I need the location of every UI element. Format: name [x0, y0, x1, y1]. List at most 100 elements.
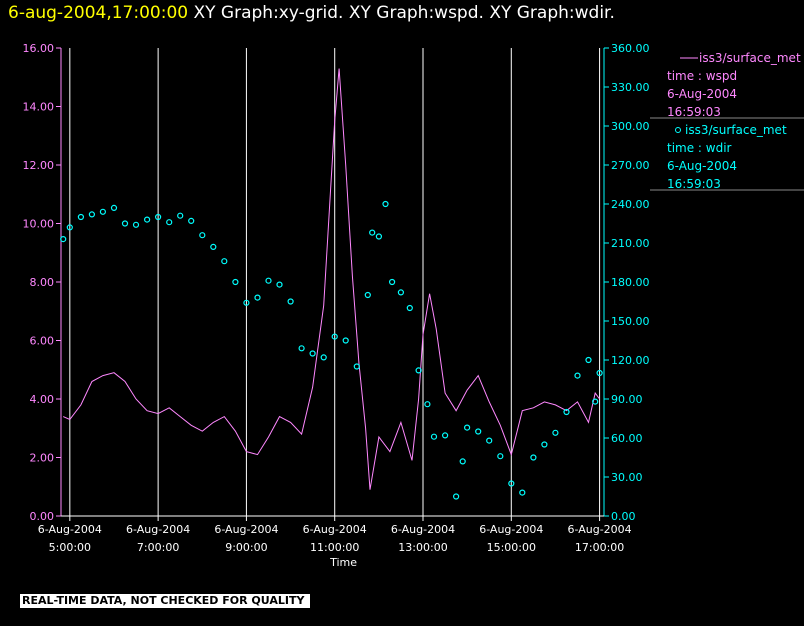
wdir-point-11 — [177, 212, 184, 219]
left-y-tick-label-2: 4.00 — [30, 393, 55, 406]
right-y-tick-label-11: 330.00 — [611, 81, 650, 94]
legend-0-name: iss3/surface_met — [699, 51, 801, 65]
wdir-point-26 — [342, 337, 349, 344]
wdir-point-36 — [424, 401, 431, 408]
x-tick-date-1: 6-Aug-2004 — [126, 523, 190, 536]
right-y-tick-label-3: 90.00 — [611, 393, 643, 406]
wdir-point-14 — [210, 243, 217, 250]
wdir-point-19 — [265, 277, 272, 284]
wdir-point-25 — [331, 333, 338, 340]
right-y-tick-label-7: 210.00 — [611, 237, 650, 250]
legend-1-swatch — [675, 127, 681, 133]
left-y-tick-label-1: 2.00 — [30, 452, 55, 465]
x-tick-time-4: 13:00:00 — [398, 541, 447, 554]
wdir-point-38 — [442, 432, 449, 439]
left-y-tick-label-3: 6.00 — [30, 335, 55, 348]
wdir-point-31 — [382, 200, 389, 208]
wdir-point-22 — [298, 345, 305, 352]
wdir-point-39 — [453, 493, 460, 500]
legend-0-line-2: 16:59:03 — [667, 105, 721, 119]
wdir-point-7 — [132, 221, 140, 228]
right-y-tick-label-10: 300.00 — [611, 120, 650, 133]
wdir-point-27 — [353, 363, 360, 370]
wdir-point-37 — [430, 433, 438, 440]
wdir-point-54 — [596, 369, 603, 377]
series-wspd-line — [62, 68, 601, 490]
wdir-point-5 — [110, 204, 118, 211]
title-graphs: XY Graph:xy-grid. XY Graph:wspd. XY Grap… — [193, 3, 615, 23]
wdir-point-23 — [309, 350, 316, 357]
x-axis-label: Time — [329, 556, 357, 569]
x-tick-date-2: 6-Aug-2004 — [214, 523, 278, 536]
wdir-point-33 — [397, 289, 404, 296]
x-tick-time-2: 9:00:00 — [225, 541, 267, 554]
wdir-point-32 — [389, 278, 396, 286]
legend-1-name: iss3/surface_met — [685, 123, 787, 137]
x-tick-time-0: 5:00:00 — [49, 541, 91, 554]
x-tick-time-1: 7:00:00 — [137, 541, 179, 554]
wdir-point-6 — [121, 220, 129, 227]
x-tick-date-3: 6-Aug-2004 — [303, 523, 367, 536]
wdir-point-16 — [232, 278, 239, 286]
quality-notice: REAL-TIME DATA, NOT CHECKED FOR QUALITY — [20, 594, 311, 608]
wdir-point-10 — [166, 219, 173, 226]
wdir-point-30 — [375, 233, 382, 240]
right-y-tick-label-9: 270.00 — [611, 159, 650, 172]
wdir-point-21 — [287, 298, 294, 305]
wdir-point-29 — [369, 229, 376, 236]
wdir-point-18 — [254, 294, 261, 301]
wdir-point-28 — [364, 291, 371, 299]
left-y-tick-label-8: 16.00 — [23, 42, 55, 55]
wdir-point-34 — [406, 304, 413, 312]
legend-0-line-1: 6-Aug-2004 — [667, 87, 737, 101]
wdir-point-50 — [563, 408, 570, 416]
chart-title: 6-aug-2004,17:00:00 XY Graph:xy-grid. XY… — [8, 0, 615, 26]
left-y-tick-label-4: 8.00 — [30, 276, 55, 289]
wdir-point-3 — [88, 211, 96, 218]
x-tick-time-6: 17:00:00 — [575, 541, 624, 554]
wdir-point-43 — [486, 437, 493, 444]
x-tick-time-5: 15:00:00 — [487, 541, 536, 554]
right-y-tick-label-6: 180.00 — [611, 276, 650, 289]
right-y-tick-label-12: 360.00 — [611, 42, 650, 55]
left-y-tick-label-7: 14.00 — [23, 101, 55, 114]
right-y-tick-label-5: 150.00 — [611, 315, 650, 328]
right-y-tick-label-8: 240.00 — [611, 198, 650, 211]
wdir-point-24 — [320, 354, 327, 361]
wdir-point-0 — [60, 236, 67, 243]
wdir-point-48 — [541, 441, 548, 448]
wdir-point-51 — [574, 372, 581, 379]
wdir-point-53 — [592, 398, 599, 405]
x-tick-time-3: 11:00:00 — [310, 541, 359, 554]
wdir-point-41 — [464, 424, 471, 431]
x-tick-date-5: 6-Aug-2004 — [479, 523, 543, 536]
right-y-tick-label-2: 60.00 — [611, 432, 643, 445]
wdir-point-1 — [66, 224, 73, 231]
right-y-tick-label-0: 0.00 — [611, 510, 636, 523]
left-y-tick-label-6: 12.00 — [23, 159, 55, 172]
wdir-point-44 — [497, 453, 504, 460]
right-y-tick-label-1: 30.00 — [611, 471, 643, 484]
wdir-point-45 — [508, 480, 515, 487]
legend-1-line-0: time : wdir — [667, 141, 732, 155]
legend-1-line-1: 6-Aug-2004 — [667, 159, 737, 173]
x-tick-date-0: 6-Aug-2004 — [38, 523, 102, 536]
wdir-point-42 — [475, 428, 482, 435]
wdir-point-20 — [276, 281, 283, 288]
wdir-point-46 — [519, 489, 526, 496]
left-y-tick-label-5: 10.00 — [23, 218, 55, 231]
wdir-point-17 — [243, 299, 250, 306]
wdir-point-2 — [77, 213, 85, 221]
x-tick-date-4: 6-Aug-2004 — [391, 523, 455, 536]
wdir-point-13 — [199, 232, 206, 239]
x-tick-date-6: 6-Aug-2004 — [567, 523, 631, 536]
legend-1-line-2: 16:59:03 — [667, 177, 721, 191]
wdir-point-47 — [530, 454, 537, 461]
wdir-point-15 — [221, 258, 228, 265]
wdir-point-9 — [155, 213, 162, 221]
title-timestamp: 6-aug-2004,17:00:00 — [8, 3, 189, 23]
wdir-point-8 — [144, 216, 151, 223]
wdir-point-52 — [585, 356, 592, 364]
right-y-tick-label-4: 120.00 — [611, 354, 650, 367]
